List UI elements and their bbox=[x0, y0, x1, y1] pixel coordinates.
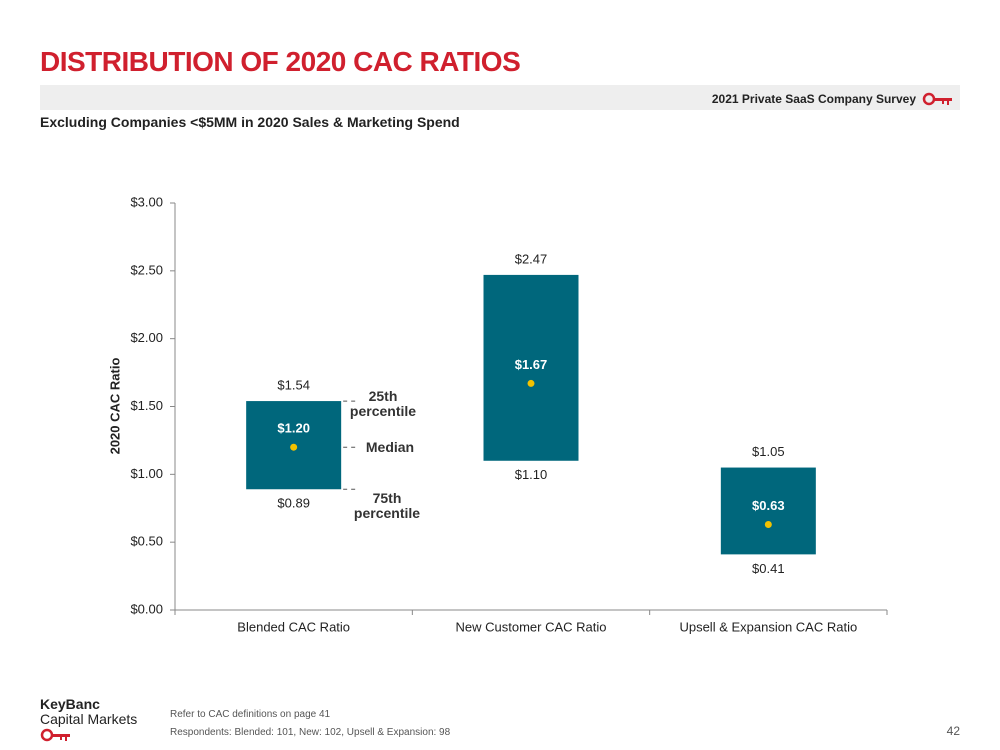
footnote: Respondents: Blended: 101, New: 102, Ups… bbox=[170, 727, 451, 738]
chart-subtitle: Excluding Companies <$5MM in 2020 Sales … bbox=[40, 114, 460, 130]
brand-line2: Capital Markets bbox=[40, 711, 138, 727]
y-tick-label: $0.50 bbox=[130, 534, 163, 549]
value-label: $2.47 bbox=[515, 251, 548, 266]
y-tick-label: $3.00 bbox=[130, 194, 163, 209]
key-icon bbox=[922, 92, 952, 106]
y-tick-label: $2.50 bbox=[130, 262, 163, 277]
median-label: $1.67 bbox=[515, 357, 548, 372]
median-dot bbox=[527, 379, 535, 387]
annotation: 25th percentile bbox=[349, 388, 417, 420]
brand-key-icon bbox=[40, 728, 70, 742]
x-tick-label: New Customer CAC Ratio bbox=[456, 619, 607, 634]
value-label: $1.10 bbox=[515, 467, 548, 482]
bar bbox=[720, 467, 816, 555]
bar bbox=[483, 274, 579, 461]
y-tick-label: $0.00 bbox=[130, 601, 163, 616]
value-label: $1.54 bbox=[277, 378, 310, 393]
y-tick-label: $1.50 bbox=[130, 398, 163, 413]
annotation: Median bbox=[365, 439, 415, 456]
y-tick-label: $2.00 bbox=[130, 330, 163, 345]
footnote: Refer to CAC definitions on page 41 bbox=[170, 709, 331, 720]
x-tick-label: Upsell & Expansion CAC Ratio bbox=[679, 619, 857, 634]
value-label: $0.89 bbox=[277, 496, 310, 511]
median-label: $0.63 bbox=[752, 498, 785, 513]
median-label: $1.20 bbox=[277, 421, 310, 436]
survey-label: 2021 Private SaaS Company Survey bbox=[711, 92, 916, 106]
x-tick-label: Blended CAC Ratio bbox=[237, 619, 350, 634]
chart-title: DISTRIBUTION OF 2020 CAC RATIOS bbox=[40, 46, 521, 77]
value-label: $1.05 bbox=[752, 444, 785, 459]
value-label: $0.41 bbox=[752, 561, 785, 576]
median-dot bbox=[290, 443, 298, 451]
y-tick-label: $1.00 bbox=[130, 466, 163, 481]
annotation: 75th percentile bbox=[353, 490, 421, 522]
header-band bbox=[40, 85, 960, 110]
brand-line1: KeyBanc bbox=[40, 696, 100, 712]
y-axis-label: 2020 CAC Ratio bbox=[107, 358, 122, 455]
page-number: 42 bbox=[946, 724, 960, 738]
median-dot bbox=[764, 521, 772, 529]
